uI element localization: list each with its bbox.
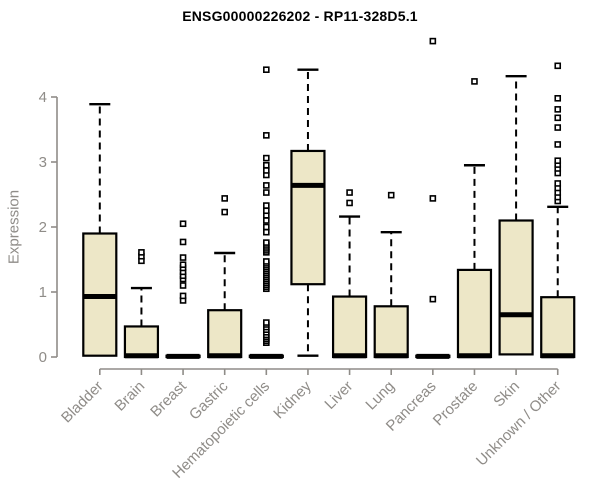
outlier-point-unknown-other [554,180,562,187]
box-lung [373,305,409,359]
outlier-point-hematopoietic-cells [263,66,270,73]
outlier-point-unknown-other [554,114,562,122]
outlier-point-hematopoietic-cells [263,258,270,265]
outlier-point-unknown-other [554,157,562,164]
outlier-point-unknown-other [554,124,562,131]
outlier-point-pancreas [429,37,437,45]
x-category-label-skin: Skin [490,378,523,411]
y-tick-label: 3 [39,154,47,171]
y-tick-label: 0 [39,349,47,366]
outlier-point-pancreas [429,295,437,303]
x-category-label-breast: Breast [147,377,190,420]
outlier-point-hematopoietic-cells [263,228,270,236]
x-category-label-brain: Brain [111,378,148,415]
outlier-point-liver [346,189,353,196]
outlier-point-unknown-other [554,141,562,148]
box-brain [123,325,160,359]
outlier-point-liver [346,199,353,207]
outlier-point-hematopoietic-cells [263,202,270,209]
outlier-point-breast [179,238,187,246]
box-kidney [290,149,326,286]
outlier-point-gastric [221,195,228,202]
outlier-point-breast [179,292,187,300]
x-category-label-prostate: Prostate [430,378,482,430]
y-tick-label: 2 [39,219,47,236]
outlier-point-hematopoietic-cells [263,223,270,231]
outlier-point-hematopoietic-cells [263,132,270,139]
outlier-point-hematopoietic-cells [263,217,270,224]
box-liver [331,295,368,359]
outlier-point-gastric [221,208,228,216]
chart-title: ENSG00000226202 - RP11-328D5.1 [182,8,418,24]
outlier-point-hematopoietic-cells [263,161,270,169]
outlier-point-unknown-other [554,95,562,102]
x-category-label-bladder: Bladder [58,378,107,427]
outlier-point-pancreas [429,195,437,202]
box-gastric [207,309,243,359]
outlier-point-lung [387,191,395,199]
outlier-point-breast [179,282,187,289]
outlier-point-hematopoietic-cells [263,239,270,246]
outlier-point-prostate [471,78,478,85]
outlier-point-breast [179,261,187,269]
box-skin [498,219,534,356]
outlier-point-breast [179,254,187,261]
x-category-label-liver: Liver [321,378,356,413]
box-unknown-other [540,296,576,359]
outlier-point-unknown-other [554,62,562,70]
outlier-point-hematopoietic-cells [263,189,270,196]
outlier-point-hematopoietic-cells [263,182,270,189]
outlier-point-hematopoietic-cells [263,207,270,215]
outlier-point-hematopoietic-cells [263,154,270,162]
x-category-label-kidney: Kidney [270,377,315,422]
outlier-point-brain [138,249,145,256]
outlier-point-hematopoietic-cells [263,167,270,174]
outlier-point-breast [179,220,187,228]
outlier-point-hematopoietic-cells [263,319,270,326]
box-prostate [456,268,493,359]
x-category-label-lung: Lung [362,378,398,414]
outlier-point-unknown-other [554,106,562,113]
y-tick-label: 4 [39,89,47,106]
y-tick-label: 1 [39,284,47,301]
